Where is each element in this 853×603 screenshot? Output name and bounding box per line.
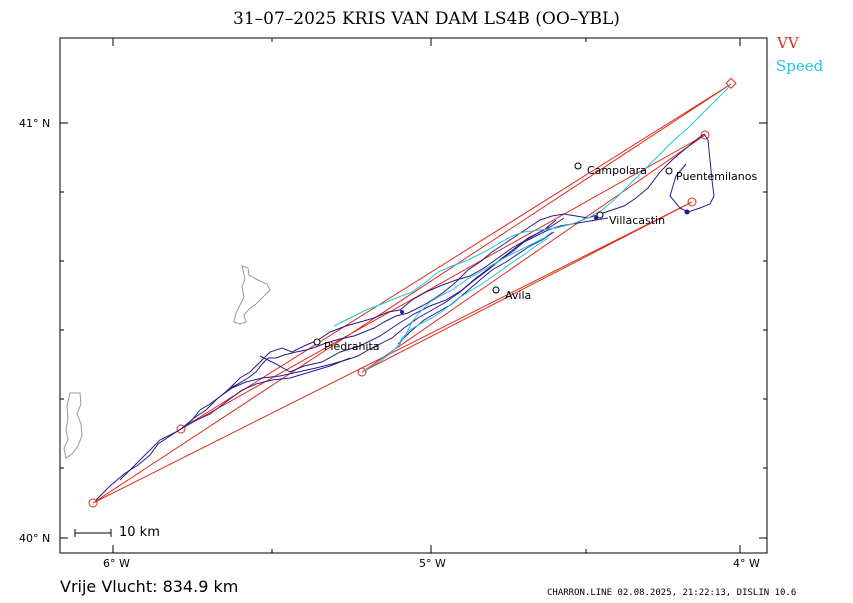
scale-bar-label: 10 km	[119, 525, 160, 540]
place-label-villacastin: Villacastin	[609, 214, 666, 227]
flight-track	[95, 133, 715, 501]
map-frame	[59, 37, 768, 554]
footer-credit: CHARRON.LINE 02.08.2025, 21:22:13, DISLI…	[547, 588, 797, 598]
place-label-piedrahita: Piedrahita	[324, 340, 380, 353]
vv-route	[88, 77, 737, 508]
legend-vv-label: VV	[777, 34, 799, 52]
map-title: 31–07–2025 KRIS VAN DAM LS4B (OO–YBL)	[233, 9, 620, 29]
lat-tick-label-40: 40° N	[19, 532, 51, 545]
lon-tick-label-4w: 4° W	[733, 557, 760, 570]
place-label-avila: Avila	[505, 289, 532, 302]
legend-speed: Speed	[776, 57, 823, 75]
terrain-outline-2	[63, 392, 83, 459]
legend-speed-label: Speed	[776, 57, 824, 75]
place-label-campolara: Campolara	[587, 164, 647, 177]
place-label-puentemilanos: Puentemilanos	[676, 170, 758, 183]
free-flight-distance: Vrije Vlucht: 834.9 km	[60, 577, 239, 596]
lon-tick-label-5w: 5° W	[419, 557, 446, 570]
scale-bar-line	[74, 529, 112, 537]
lon-tick-label-6w: 6° W	[103, 557, 130, 570]
axis-ticks	[60, 38, 767, 553]
terrain-outline-1	[233, 265, 271, 325]
place-markers	[313, 162, 673, 346]
lat-tick-label-41: 41° N	[19, 117, 51, 130]
speed-track	[333, 85, 731, 373]
legend-vv: VV	[777, 34, 799, 52]
